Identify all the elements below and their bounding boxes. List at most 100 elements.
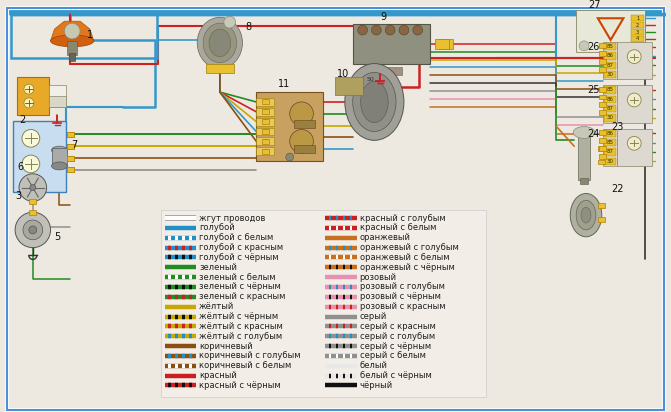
Text: 30: 30 xyxy=(606,159,613,164)
Text: красный с чёрным: красный с чёрным xyxy=(199,381,280,390)
Circle shape xyxy=(290,102,313,126)
Bar xyxy=(256,108,274,116)
Text: 8: 8 xyxy=(246,22,252,32)
Ellipse shape xyxy=(570,194,602,237)
Text: белый: белый xyxy=(360,361,387,370)
Ellipse shape xyxy=(197,17,242,68)
Bar xyxy=(599,95,606,99)
Text: 9: 9 xyxy=(380,12,386,22)
Bar xyxy=(262,149,268,154)
Bar xyxy=(603,85,617,123)
Circle shape xyxy=(627,136,641,150)
Bar xyxy=(599,67,606,72)
Text: розовый с голубым: розовый с голубым xyxy=(360,283,444,292)
Text: 1: 1 xyxy=(87,30,93,40)
Text: коричневый с голубым: коричневый с голубым xyxy=(199,351,301,360)
Text: 11: 11 xyxy=(278,79,290,89)
Circle shape xyxy=(627,50,641,63)
Bar xyxy=(294,119,315,128)
Circle shape xyxy=(64,23,80,39)
Bar xyxy=(599,103,606,108)
Bar xyxy=(617,129,652,166)
Ellipse shape xyxy=(353,73,396,131)
Bar xyxy=(256,137,274,145)
Text: голубой с белым: голубой с белым xyxy=(199,233,273,242)
Text: розовый: розовый xyxy=(360,273,397,282)
Text: чёрный: чёрный xyxy=(360,381,393,390)
Text: 85: 85 xyxy=(606,87,613,92)
Bar xyxy=(5,7,666,14)
Text: серый с красным: серый с красным xyxy=(360,322,435,331)
Ellipse shape xyxy=(345,63,404,140)
Bar xyxy=(578,132,590,180)
Bar xyxy=(617,85,652,123)
Bar xyxy=(262,119,268,124)
Text: красный с голубым: красный с голубым xyxy=(360,213,446,222)
Text: коричневый с белым: коричневый с белым xyxy=(199,361,291,370)
Text: красный: красный xyxy=(199,371,237,380)
Text: красный с белым: красный с белым xyxy=(360,223,436,232)
Bar xyxy=(604,43,615,50)
Ellipse shape xyxy=(203,23,237,63)
Bar xyxy=(353,24,429,63)
Circle shape xyxy=(399,25,409,35)
Circle shape xyxy=(15,212,50,248)
Text: 87: 87 xyxy=(606,150,613,154)
Circle shape xyxy=(579,41,589,51)
Text: жгут проводов: жгут проводов xyxy=(199,213,266,222)
Bar xyxy=(599,203,605,208)
Bar xyxy=(599,51,606,56)
Bar xyxy=(67,41,77,55)
Circle shape xyxy=(23,220,43,240)
Bar xyxy=(603,42,617,79)
Text: жёлтый с красным: жёлтый с красным xyxy=(199,322,283,331)
Text: 87: 87 xyxy=(606,63,613,68)
Bar xyxy=(48,96,66,107)
Text: 22: 22 xyxy=(611,183,624,194)
Bar xyxy=(67,167,74,172)
Text: 27: 27 xyxy=(588,0,601,10)
Bar xyxy=(604,52,615,60)
Text: оранжевый с белым: оранжевый с белым xyxy=(360,253,449,262)
Text: жёлтый с чёрным: жёлтый с чёрным xyxy=(199,312,278,321)
Text: оранжевый с чёрным: оранжевый с чёрным xyxy=(360,263,454,272)
Text: голубой с красным: голубой с красным xyxy=(199,243,283,252)
Bar xyxy=(599,138,606,143)
Bar xyxy=(256,147,274,155)
Text: 10: 10 xyxy=(337,69,349,80)
Text: 5: 5 xyxy=(263,109,267,114)
Circle shape xyxy=(413,25,423,35)
Bar xyxy=(440,39,453,49)
Circle shape xyxy=(627,93,641,107)
Text: жёлтый с голубым: жёлтый с голубым xyxy=(199,332,282,341)
Bar xyxy=(599,154,606,159)
Bar xyxy=(256,92,323,161)
Text: 3: 3 xyxy=(263,129,267,134)
Text: зеленый: зеленый xyxy=(199,263,237,272)
Bar xyxy=(599,146,605,151)
Bar xyxy=(604,86,615,94)
Text: 4: 4 xyxy=(263,119,267,124)
Text: 86: 86 xyxy=(606,131,613,136)
Bar xyxy=(617,42,652,79)
Bar xyxy=(599,87,606,91)
Text: 24: 24 xyxy=(587,129,600,138)
Text: 4: 4 xyxy=(636,36,639,42)
Bar xyxy=(631,36,644,42)
Bar xyxy=(599,43,606,48)
Ellipse shape xyxy=(50,35,94,47)
Text: голубой: голубой xyxy=(199,223,235,232)
Bar xyxy=(256,118,274,126)
Text: 85: 85 xyxy=(606,44,613,49)
Text: 86: 86 xyxy=(606,54,613,59)
Bar xyxy=(30,199,36,204)
Circle shape xyxy=(30,185,36,190)
Text: 3: 3 xyxy=(15,192,21,201)
Bar xyxy=(67,144,74,149)
Bar xyxy=(631,22,644,28)
Circle shape xyxy=(24,98,34,108)
Bar xyxy=(17,77,48,115)
Circle shape xyxy=(358,25,368,35)
Circle shape xyxy=(24,84,34,94)
Text: 50: 50 xyxy=(366,77,374,82)
